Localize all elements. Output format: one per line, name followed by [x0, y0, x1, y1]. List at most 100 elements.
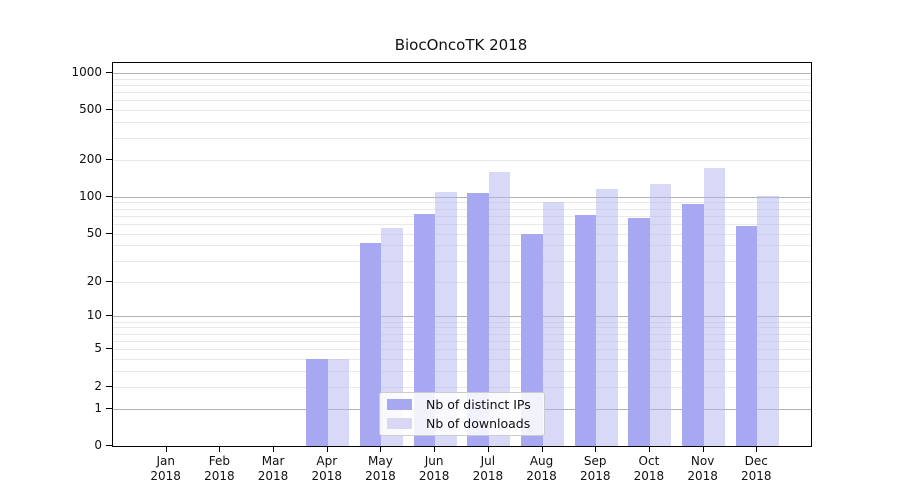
- x-tick-label-month: Apr: [316, 454, 338, 468]
- x-tick-label: Feb 2018: [191, 454, 247, 484]
- gridline-minor: [113, 208, 811, 210]
- bar-downloads-jun: [435, 191, 457, 446]
- y-tick-mark: [106, 315, 112, 317]
- y-tick-label: 200: [79, 151, 102, 166]
- x-tick-label-month: Aug: [529, 454, 554, 468]
- legend-label-downloads: Nb of downloads: [426, 415, 531, 431]
- gridline-minor: [113, 137, 811, 139]
- x-tick-label: May 2018: [352, 454, 408, 484]
- gridline-minor: [113, 260, 811, 262]
- y-tick-mark: [106, 232, 112, 234]
- x-tick-label-year: 2018: [633, 469, 665, 483]
- y-tick-mark: [106, 158, 112, 160]
- x-tick-mark: [648, 446, 650, 452]
- x-tick-label-month: Oct: [638, 454, 660, 468]
- x-tick-label-month: Jul: [480, 454, 496, 468]
- y-tick-label: 1: [94, 400, 102, 415]
- gridline-major: [113, 72, 811, 74]
- gridline-minor: [113, 215, 811, 217]
- x-tick-label: Nov 2018: [675, 454, 731, 484]
- gridline-minor: [113, 340, 811, 342]
- bar-downloads-dec: [757, 195, 779, 446]
- legend: Nb of distinct IPs Nb of downloads: [379, 392, 545, 436]
- y-tick-mark: [106, 445, 112, 446]
- bar-distinct-ips-apr: [306, 359, 328, 446]
- legend-swatch-downloads: [387, 417, 412, 429]
- gridline-minor: [113, 333, 811, 335]
- x-tick-label-month: Sep: [583, 454, 607, 468]
- x-tick-label: Oct 2018: [621, 454, 677, 484]
- x-tick-label: Mar 2018: [245, 454, 301, 484]
- legend-swatch-distinct-ips: [387, 399, 412, 411]
- gridline-minor: [113, 100, 811, 102]
- x-tick-label-year: 2018: [365, 469, 396, 483]
- chart-title: BiocOncoTK 2018: [394, 36, 528, 54]
- x-tick-label-year: 2018: [311, 469, 343, 483]
- bar-downloads-sep: [596, 188, 618, 446]
- gridline-minor: [113, 349, 811, 351]
- y-tick-label: 2: [94, 378, 102, 393]
- y-tick-mark: [106, 109, 112, 111]
- x-tick-label: Dec 2018: [728, 454, 784, 484]
- x-tick-mark: [756, 446, 758, 452]
- x-tick-mark: [219, 446, 221, 452]
- gridline-minor: [113, 245, 811, 247]
- legend-label-distinct-ips: Nb of distinct IPs: [426, 397, 531, 413]
- x-tick-mark: [487, 446, 489, 452]
- gridline-major: [113, 316, 811, 318]
- x-tick-label-year: 2018: [526, 469, 557, 483]
- gridline-minor: [113, 321, 811, 323]
- bar-distinct-ips-oct: [628, 218, 650, 446]
- y-tick-label: 20: [86, 273, 102, 288]
- x-tick-label-month: Jun: [424, 454, 444, 468]
- bar-downloads-may: [381, 227, 403, 446]
- x-tick-label-year: 2018: [472, 469, 504, 483]
- x-tick-label-month: Jan: [156, 454, 175, 468]
- gridline-major: [113, 196, 811, 198]
- x-tick-label-year: 2018: [687, 469, 718, 483]
- x-tick-label-year: 2018: [418, 469, 450, 483]
- x-tick-mark: [273, 446, 275, 452]
- gridline-minor: [113, 223, 811, 225]
- x-tick-label: Jul 2018: [460, 454, 516, 484]
- x-tick-label-month: Feb: [208, 454, 230, 468]
- y-tick-label: 100: [79, 188, 102, 203]
- x-tick-mark: [595, 446, 597, 452]
- x-tick-label-year: 2018: [741, 469, 772, 483]
- y-tick-label: 1000: [71, 64, 102, 79]
- bar-downloads-aug: [542, 201, 565, 446]
- y-tick-label: 500: [79, 102, 102, 117]
- bar-distinct-ips-dec: [735, 225, 758, 446]
- y-tick-label: 5: [94, 341, 102, 356]
- bar-downloads-jul: [488, 171, 511, 446]
- gridline-minor: [113, 371, 811, 373]
- bar-distinct-ips-jul: [467, 193, 489, 446]
- y-tick-label: 50: [86, 225, 102, 240]
- x-tick-label: Jun 2018: [406, 454, 462, 484]
- x-tick-label-year: 2018: [257, 469, 289, 483]
- gridline-minor: [113, 110, 811, 112]
- y-tick-mark: [106, 385, 112, 387]
- y-tick-label: 10: [86, 308, 102, 323]
- gridline-minor: [113, 233, 811, 235]
- gridline-minor: [113, 359, 811, 361]
- x-tick-label-month: Mar: [261, 454, 285, 468]
- y-tick-mark: [106, 280, 112, 282]
- bar-downloads-apr: [327, 359, 350, 446]
- x-tick-label: Jan 2018: [138, 454, 194, 484]
- gridline-minor: [113, 202, 811, 204]
- x-tick-label: Apr 2018: [299, 454, 355, 484]
- gridline-minor: [113, 281, 811, 283]
- y-tick-mark: [106, 348, 112, 350]
- bar-distinct-ips-sep: [574, 215, 597, 446]
- x-tick-label-month: Nov: [690, 454, 715, 468]
- x-tick-mark: [702, 446, 704, 452]
- gridline-minor: [113, 92, 811, 94]
- bar-distinct-ips-nov: [682, 203, 704, 446]
- plot-area: [112, 62, 812, 447]
- x-tick-mark: [541, 446, 543, 452]
- legend-item-downloads: Nb of downloads: [380, 414, 544, 432]
- x-tick-label-month: Dec: [744, 454, 768, 468]
- y-tick-mark: [106, 71, 112, 73]
